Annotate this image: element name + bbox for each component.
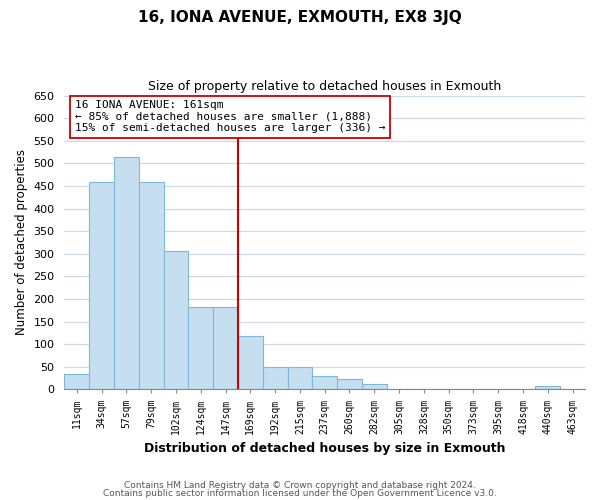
Bar <box>139 182 164 390</box>
Bar <box>238 336 263 390</box>
Bar <box>164 250 188 390</box>
Bar <box>535 386 560 390</box>
Bar <box>64 374 89 390</box>
Title: Size of property relative to detached houses in Exmouth: Size of property relative to detached ho… <box>148 80 502 93</box>
Bar <box>337 380 362 390</box>
Bar <box>89 182 114 390</box>
Text: Contains HM Land Registry data © Crown copyright and database right 2024.: Contains HM Land Registry data © Crown c… <box>124 481 476 490</box>
Bar <box>188 306 213 390</box>
Bar <box>313 376 337 390</box>
Bar <box>263 367 287 390</box>
Bar <box>213 306 238 390</box>
X-axis label: Distribution of detached houses by size in Exmouth: Distribution of detached houses by size … <box>144 442 505 455</box>
Text: Contains public sector information licensed under the Open Government Licence v3: Contains public sector information licen… <box>103 488 497 498</box>
Bar <box>287 367 313 390</box>
Text: 16 IONA AVENUE: 161sqm
← 85% of detached houses are smaller (1,888)
15% of semi-: 16 IONA AVENUE: 161sqm ← 85% of detached… <box>75 100 385 133</box>
Y-axis label: Number of detached properties: Number of detached properties <box>15 150 28 336</box>
Bar <box>114 156 139 390</box>
Bar <box>362 384 386 390</box>
Text: 16, IONA AVENUE, EXMOUTH, EX8 3JQ: 16, IONA AVENUE, EXMOUTH, EX8 3JQ <box>138 10 462 25</box>
